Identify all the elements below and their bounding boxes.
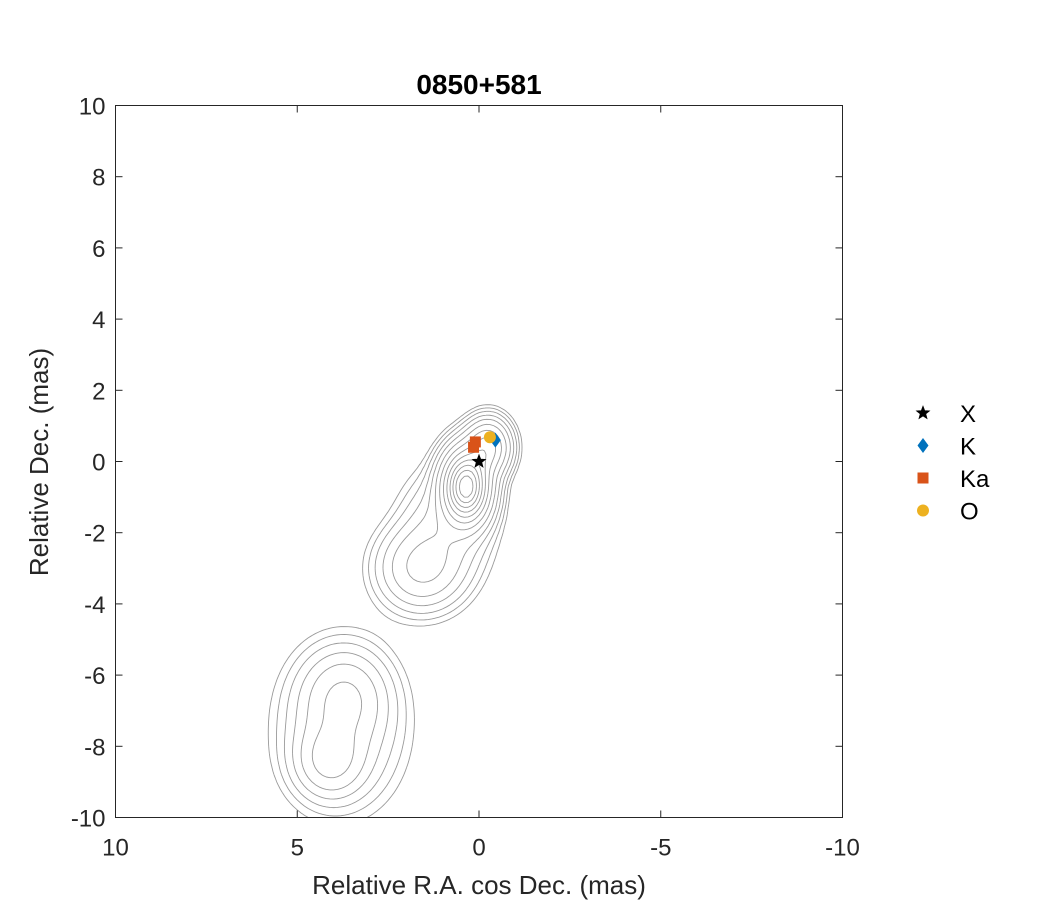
legend-label-x: X [960,401,976,428]
contour-level-2 [283,410,518,809]
y-tick-label-5: 0 [92,450,105,477]
contour-level-12 [459,475,474,498]
contour-level-1 [276,407,520,817]
legend: XK Ka O [915,401,990,526]
contour-level-9 [449,459,483,513]
x-tick-label-1: 5 [291,835,304,862]
point-x-0 [471,453,487,468]
data-markers [468,431,501,468]
x-tick-label-0: 10 [102,835,129,862]
x-tick-label-3: -5 [650,835,671,862]
contour-level-5 [311,423,507,779]
contour-level-6 [439,429,502,531]
legend-marker-k [917,438,929,453]
y-axis-label: Relative Dec. (mas) [24,348,54,576]
point-ka-1 [469,436,481,448]
x-tick-label-4: -10 [825,835,860,862]
chart-title: 0850+581 [416,69,541,100]
y-tick-label-0: -10 [71,806,106,833]
contour-level-0 [267,404,523,818]
y-tick-label-10: 10 [79,94,106,121]
point-o-0 [483,431,496,444]
y-tick-label-3: -4 [84,592,105,619]
y-tick-label-7: 4 [92,307,105,334]
axis-ticks: 10 5 0 -5 -10 -10 -8 -6 -4 -2 0 2 4 6 8 10 [71,94,860,862]
contour-level-10 [452,464,480,508]
contour-level-8 [446,449,487,518]
y-tick-label-4: -2 [84,521,105,548]
x-tick-label-2: 0 [472,835,485,862]
legend-label-ka: Ka [960,466,990,493]
legend-marker-ka [917,472,929,484]
legend-label-o: O [960,499,979,526]
contour-map [267,404,523,818]
contour-level-11 [455,469,477,504]
y-tick-label-8: 6 [92,236,105,263]
y-tick-label-9: 8 [92,165,105,192]
y-tick-label-6: 2 [92,378,105,405]
legend-marker-x [915,405,931,420]
y-tick-label-2: -6 [84,663,105,690]
y-tick-label-1: -8 [84,734,105,761]
contour-level-4 [300,418,511,791]
legend-marker-o [917,504,929,517]
legend-label-k: K [960,434,976,461]
x-axis-label: Relative R.A. cos Dec. (mas) [312,870,646,900]
contour-level-3 [292,414,515,800]
